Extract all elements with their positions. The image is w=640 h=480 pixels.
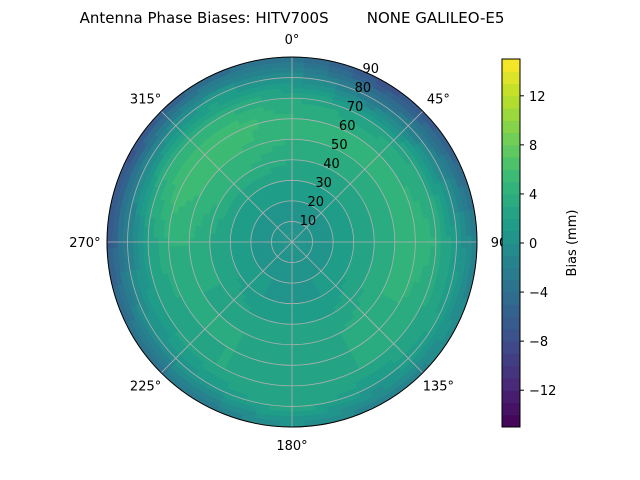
polar-grid bbox=[106, 56, 478, 428]
colorbar-segment bbox=[502, 120, 520, 134]
colorbar-tick-label: −4 bbox=[529, 286, 548, 301]
colorbar-segment bbox=[502, 95, 520, 109]
colorbar-segment bbox=[502, 206, 520, 219]
contour-cell bbox=[445, 236, 452, 249]
radial-tick-label: 70 bbox=[347, 100, 364, 115]
colorbar-segment bbox=[502, 169, 520, 183]
radial-tick-label: 50 bbox=[331, 138, 348, 153]
colorbar-segment bbox=[502, 144, 520, 158]
colorbar-segment bbox=[502, 230, 520, 244]
colorbar: −12 −8 −4 0 4 8 12 bbox=[501, 58, 556, 428]
colorbar-tick-label: 4 bbox=[529, 188, 537, 203]
contour-cell bbox=[415, 237, 422, 248]
radial-tick-label: 80 bbox=[355, 81, 372, 96]
contour-cell bbox=[142, 235, 149, 248]
colorbar-segment bbox=[502, 328, 520, 342]
contour-cell bbox=[157, 236, 164, 247]
contour-cell bbox=[435, 236, 442, 249]
colorbar-segment bbox=[502, 353, 520, 367]
contour-cell bbox=[107, 233, 108, 249]
colorbar-segment bbox=[502, 59, 520, 72]
colorbar-segment bbox=[502, 83, 520, 97]
colorbar-segment bbox=[502, 108, 520, 121]
colorbar-segment bbox=[502, 181, 520, 195]
contour-cell bbox=[132, 235, 139, 248]
chart-title: Antenna Phase Biases: HITV700S NONE GALI… bbox=[80, 9, 505, 27]
colorbar-segment bbox=[502, 402, 520, 416]
contour-cell bbox=[456, 235, 463, 250]
contour-cell bbox=[111, 234, 118, 249]
contour-fill bbox=[107, 57, 477, 427]
contour-cell bbox=[404, 237, 411, 248]
colorbar-segment bbox=[502, 157, 520, 170]
radial-tick-label: 20 bbox=[307, 195, 324, 210]
colorbar-label: Bias (mm) bbox=[565, 210, 580, 277]
contour-cell bbox=[476, 235, 477, 251]
radial-tick-label: 60 bbox=[339, 119, 356, 134]
radial-tick-label: 90 bbox=[363, 62, 380, 77]
colorbar-segment bbox=[502, 193, 520, 207]
theta-tick-label: 270° bbox=[69, 236, 100, 251]
colorbar-segment bbox=[502, 414, 520, 428]
colorbar-tick-label: −8 bbox=[529, 335, 548, 350]
colorbar-segment bbox=[502, 390, 520, 403]
contour-cell bbox=[162, 236, 169, 247]
colorbar-segment bbox=[502, 377, 520, 391]
radial-tick-label: 30 bbox=[315, 176, 332, 191]
theta-tick-label: 135° bbox=[423, 380, 454, 395]
colorbar-segment bbox=[502, 132, 520, 146]
contour-cell bbox=[152, 236, 159, 248]
contour-cell bbox=[173, 236, 180, 247]
colorbar-tick-label: 12 bbox=[529, 90, 546, 105]
colorbar-segment bbox=[502, 243, 520, 256]
colorbar-segment bbox=[502, 267, 520, 281]
contour-cell bbox=[471, 235, 477, 250]
colorbar-segment bbox=[502, 341, 520, 354]
colorbar-segment bbox=[502, 218, 520, 232]
theta-tick-label: 0° bbox=[285, 33, 300, 48]
colorbar-tick-label: 0 bbox=[529, 237, 537, 252]
contour-cell bbox=[420, 237, 427, 248]
colorbar-segment bbox=[502, 316, 520, 330]
theta-tick-label: 225° bbox=[130, 380, 161, 395]
contour-cell bbox=[461, 235, 468, 250]
colorbar-segment bbox=[502, 279, 520, 293]
colorbar-tick-label: −12 bbox=[529, 384, 556, 399]
contour-cell bbox=[116, 234, 123, 249]
colorbar-segment bbox=[502, 365, 520, 379]
colorbar-tick-label: 8 bbox=[529, 139, 537, 154]
colorbar-segment bbox=[502, 255, 520, 269]
colorbar-segment bbox=[502, 304, 520, 318]
theta-tick-label: 180° bbox=[276, 439, 307, 454]
theta-tick-label: 45° bbox=[427, 92, 450, 107]
theta-tick-label: 315° bbox=[130, 92, 161, 107]
contour-cell bbox=[440, 236, 447, 249]
colorbar-segment bbox=[502, 292, 520, 305]
radial-tick-label: 10 bbox=[300, 214, 317, 229]
contour-cell bbox=[466, 235, 473, 250]
radial-tick-label: 40 bbox=[323, 157, 340, 172]
colorbar-segment bbox=[502, 71, 520, 85]
contour-cell bbox=[121, 234, 128, 249]
contour-cell bbox=[137, 235, 144, 248]
contour-cell bbox=[425, 236, 432, 248]
